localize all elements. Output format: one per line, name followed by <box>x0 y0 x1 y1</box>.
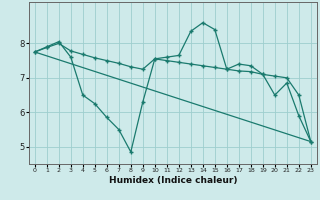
X-axis label: Humidex (Indice chaleur): Humidex (Indice chaleur) <box>108 176 237 185</box>
